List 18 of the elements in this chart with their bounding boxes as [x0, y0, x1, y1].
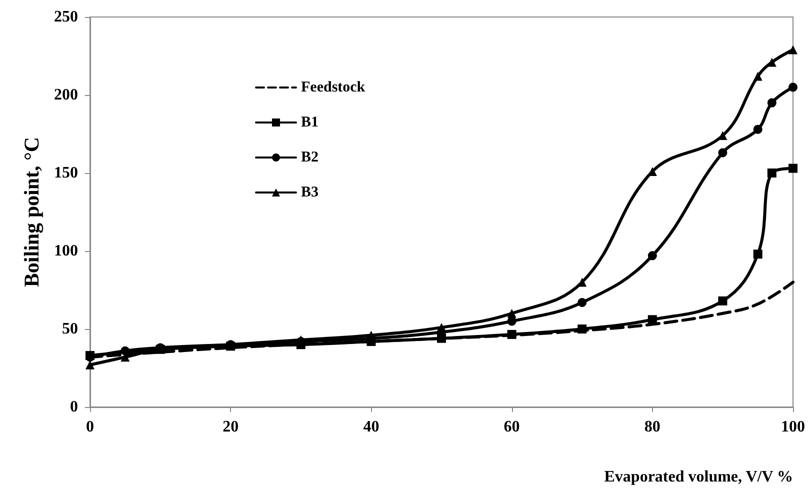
x-axis-title: Evaporated volume, V/V %	[604, 468, 793, 486]
x-tick-label: 40	[363, 418, 380, 436]
y-tick-label: 50	[62, 320, 78, 338]
legend-label: B2	[301, 150, 319, 166]
x-tick-label: 80	[644, 418, 660, 436]
y-tick-label: 0	[70, 398, 78, 416]
y-tick-label: 200	[54, 86, 78, 104]
y-tick-label: 250	[54, 8, 78, 26]
y-tick-label: 150	[54, 164, 78, 182]
x-tick-label: 20	[222, 418, 239, 436]
legend-label: Feedstock	[301, 80, 366, 96]
x-tick-label: 0	[86, 418, 94, 436]
y-tick-label: 100	[54, 242, 78, 260]
x-tick-label: 60	[504, 418, 520, 436]
legend-label: B3	[301, 184, 319, 200]
x-tick-label: 100	[781, 418, 805, 436]
y-axis-title: Boiling point, °C	[20, 136, 44, 288]
legend-label: B1	[301, 114, 319, 130]
